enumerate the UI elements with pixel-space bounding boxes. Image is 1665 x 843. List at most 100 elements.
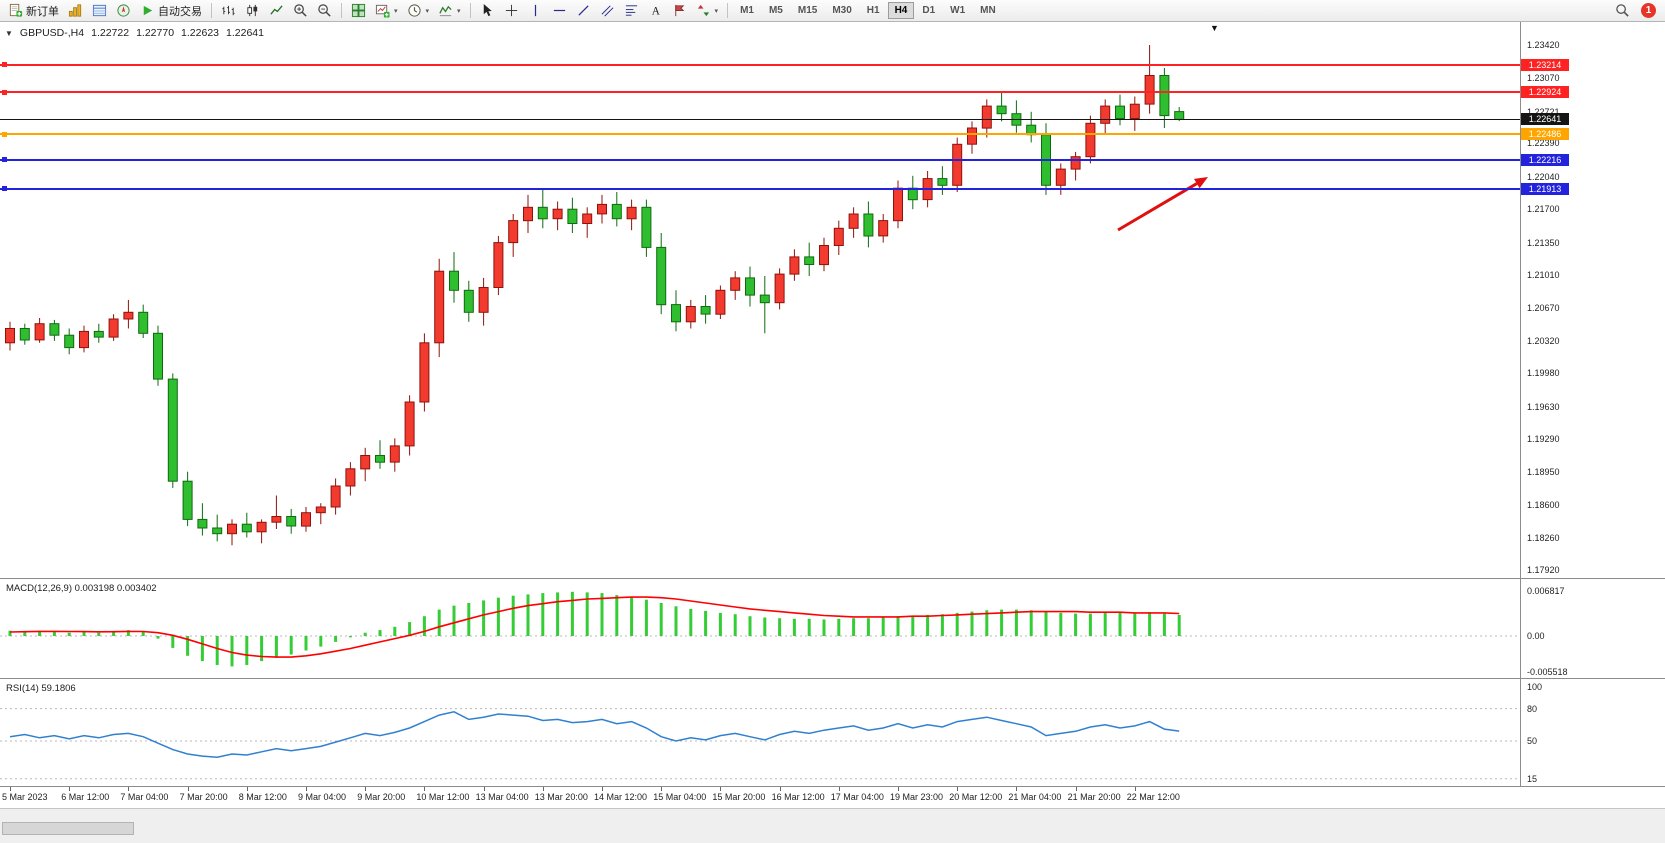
fibonacci-tool-button[interactable] (620, 1, 643, 20)
clock-button[interactable]: ▾ (403, 1, 434, 20)
support-line[interactable] (0, 158, 1520, 161)
price-tag: 1.22641 (1521, 113, 1569, 126)
candlestick-chart-button[interactable] (241, 1, 264, 20)
timeframe-m30-button[interactable]: M30 (825, 2, 858, 19)
bar-chart-button[interactable] (217, 1, 240, 20)
price-tick: 1.18260 (1527, 532, 1560, 543)
new-chart-button[interactable]: ▾ (371, 1, 402, 20)
pivot-line[interactable] (0, 133, 1520, 136)
timeframe-h4-button[interactable]: H4 (887, 2, 915, 19)
macd-tick: -0.005518 (1527, 667, 1568, 678)
new-order-button[interactable]: 新订单 (4, 1, 63, 20)
zoom-out-button[interactable] (313, 1, 336, 20)
current-price[interactable] (0, 118, 1520, 120)
resistance-line[interactable] (0, 63, 1520, 66)
horizontal-line-tool-button[interactable] (548, 1, 571, 20)
price-tick: 1.21010 (1527, 270, 1560, 281)
indicators-icon (439, 5, 452, 17)
price-tick: 1.22040 (1527, 171, 1560, 182)
time-tick (542, 787, 544, 791)
vertical-line-tool-button[interactable] (524, 1, 547, 20)
zoom-in-button[interactable] (289, 1, 312, 20)
timeframe-h1-button[interactable]: H1 (860, 2, 887, 19)
high-value: 1.22770 (136, 27, 175, 39)
line-chart-button[interactable] (265, 1, 288, 20)
tile-windows-button[interactable] (347, 1, 370, 20)
line-handle[interactable] (2, 89, 7, 95)
price-tick: 1.19980 (1527, 368, 1560, 379)
time-label: 16 Mar 12:00 (771, 792, 825, 802)
price-axis[interactable]: 1.23420 1.23070 1.22721 1.22390 1.22040 1.217… (1520, 22, 1665, 578)
support-line[interactable] (0, 187, 1520, 190)
indicators-button[interactable]: ▾ (434, 1, 465, 20)
price-tick: 1.20320 (1527, 335, 1560, 346)
macd-tick: 0.00 (1527, 631, 1545, 641)
candles (5, 45, 1185, 546)
toolbar-separator (727, 3, 729, 18)
channel-tool-button[interactable] (596, 1, 619, 20)
price-tick: 1.21350 (1527, 237, 1560, 248)
line-handle[interactable] (2, 157, 7, 163)
timeframe-w1-button[interactable]: W1 (943, 2, 972, 19)
time-tick (69, 787, 71, 791)
crosshair-button[interactable] (500, 1, 523, 20)
crosshair-icon (505, 4, 517, 17)
candlestick-chart-icon (247, 4, 258, 17)
scrollbar-thumb[interactable] (2, 822, 134, 835)
macd-histogram (8, 591, 1181, 667)
market-watch-icon (68, 4, 82, 17)
arrows-tool-button[interactable]: ▾ (692, 1, 723, 20)
rsi-level-lines (0, 708, 1520, 780)
line-handle[interactable] (2, 131, 7, 137)
time-tick (1075, 787, 1077, 791)
line-handle[interactable] (2, 186, 7, 192)
macd-chart (0, 591, 1520, 667)
macd-pane[interactable]: MACD(12,26,9) 0.003198 0.003402 0.006817… (0, 578, 1665, 678)
price-tick: 1.23070 (1527, 73, 1560, 84)
market-watch-button[interactable] (64, 1, 87, 20)
search-button[interactable] (1611, 1, 1634, 20)
navigator-button[interactable] (112, 1, 135, 20)
rsi-axis[interactable]: 100 80 50 15 (1520, 679, 1665, 786)
toolbar-right-group: 1 (1611, 1, 1661, 20)
trend-arrow-annotation[interactable] (1117, 177, 1208, 232)
timeframe-d1-button[interactable]: D1 (915, 2, 942, 19)
cursor-button[interactable] (476, 1, 499, 20)
price-chart-pane[interactable]: ▼ GBPUSD-,H4 1.22722 1.22770 1.22623 1.2… (0, 22, 1665, 578)
chart-shift-marker[interactable]: ▼ (1210, 23, 1219, 33)
macd-label: MACD(12,26,9) 0.003198 0.003402 (6, 583, 157, 594)
trendline-tool-button[interactable] (572, 1, 595, 20)
time-label: 21 Mar 20:00 (1067, 792, 1121, 802)
chart-collapse-icon[interactable]: ▼ (5, 28, 13, 38)
price-tag: 1.22216 (1521, 153, 1569, 166)
price-tick: 1.19630 (1527, 401, 1560, 412)
timeframe-m15-button[interactable]: M15 (791, 2, 824, 19)
time-label: 9 Mar 04:00 (298, 792, 347, 802)
line-handle[interactable] (2, 62, 7, 68)
autotrading-button[interactable]: 自动交易 (136, 1, 206, 20)
label-tool-button[interactable] (668, 1, 691, 20)
time-label: 5 Mar 2023 (2, 792, 48, 802)
toolbar-separator (469, 3, 471, 18)
chevron-down-icon: ▾ (425, 7, 430, 15)
price-tick: 1.22721 (1527, 106, 1560, 117)
rsi-tick: 50 (1527, 736, 1538, 746)
rsi-pane[interactable]: RSI(14) 59.1806 100 80 50 15 (0, 678, 1665, 786)
price-tick: 1.17920 (1527, 565, 1560, 575)
text-tool-button[interactable]: A (644, 1, 667, 20)
macd-axis[interactable]: 0.006817 0.00 -0.005518 (1520, 579, 1665, 678)
timeframe-mn-button[interactable]: MN (973, 2, 1003, 19)
timeframe-m1-button[interactable]: M1 (733, 2, 761, 19)
timeframe-m5-button[interactable]: M5 (762, 2, 790, 19)
time-tick (957, 787, 959, 791)
data-window-button[interactable] (88, 1, 111, 20)
notification-badge[interactable]: 1 (1641, 3, 1656, 18)
time-tick (898, 787, 899, 791)
macd-tick: 0.006817 (1527, 586, 1565, 596)
price-tick: 1.20670 (1527, 302, 1560, 313)
time-axis[interactable]: 5 Mar 2023 6 Mar 12:00 7 Mar 04:00 7 Mar 20… (0, 786, 1665, 808)
time-tick (720, 787, 722, 791)
time-label: 15 Mar 04:00 (653, 792, 707, 802)
resistance-line[interactable] (0, 91, 1520, 94)
time-label: 22 Mar 12:00 (1126, 792, 1180, 802)
